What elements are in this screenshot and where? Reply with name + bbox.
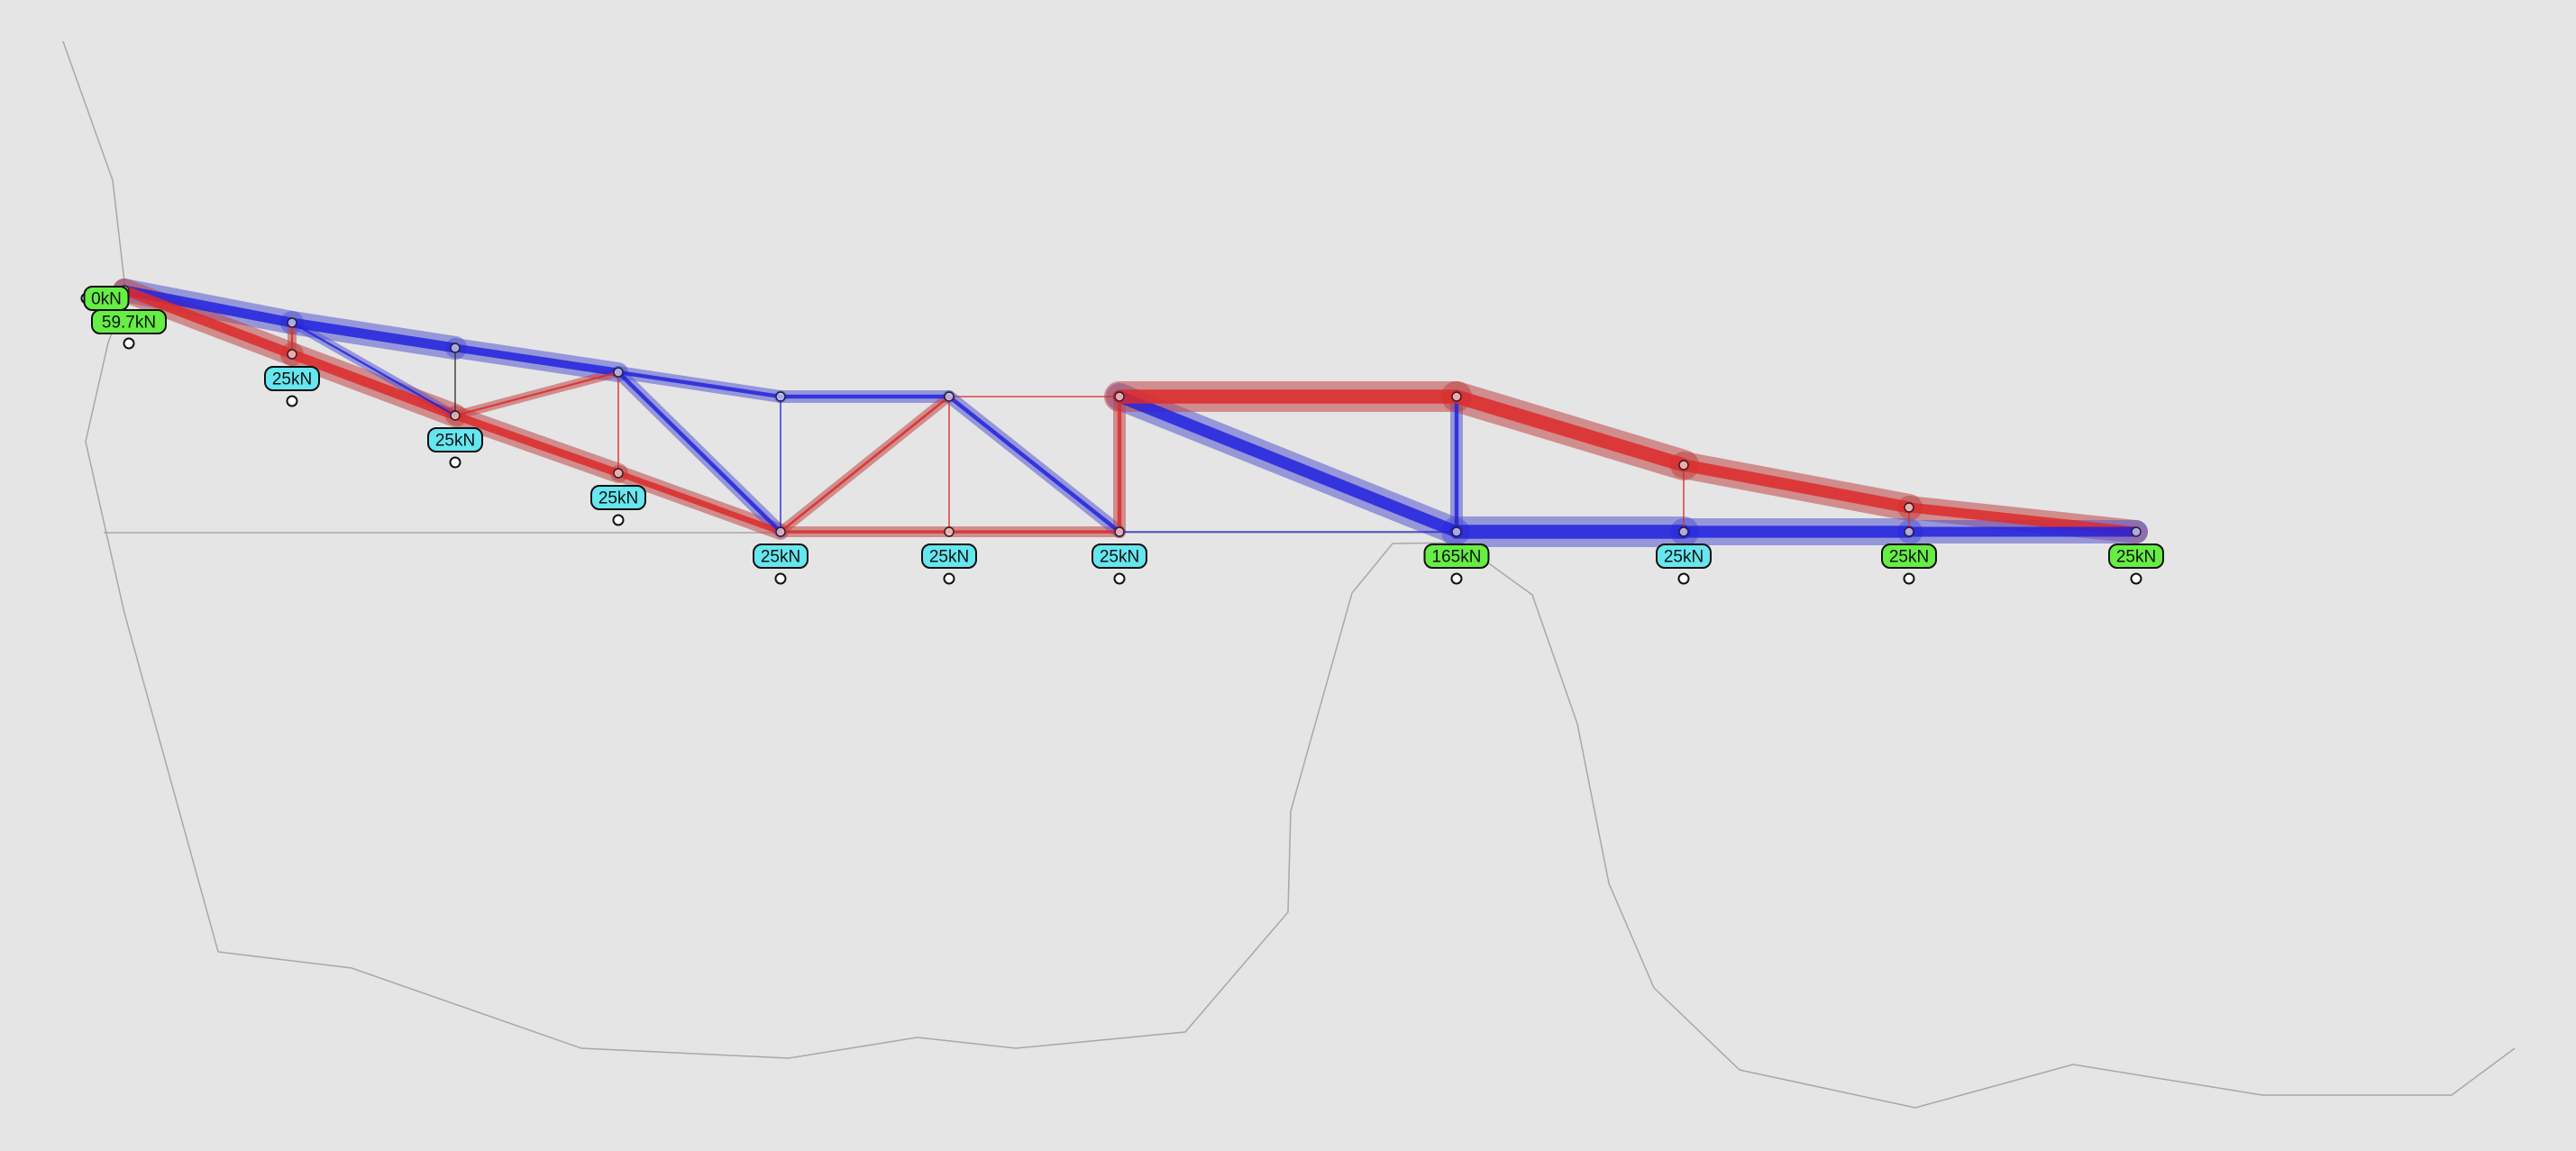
load-anchor-B6[interactable] [1113, 572, 1126, 585]
load-badge-B6-text: 25kN [1100, 548, 1139, 567]
joint-T4[interactable] [775, 391, 786, 402]
joint-B6[interactable] [1114, 526, 1125, 537]
load-badge-B1-bg [264, 366, 320, 391]
load-badge-B4-bg [753, 544, 808, 569]
load-anchor-B8[interactable] [1677, 572, 1690, 585]
support-badge-B9-text: 25kN [1889, 548, 1929, 567]
support-badge-B9[interactable]: 25kN [1881, 544, 1937, 569]
joint-B4[interactable] [775, 526, 786, 537]
member-B3-B4[interactable] [615, 470, 784, 535]
load-badge-B1[interactable]: 25kN [264, 366, 320, 391]
member-B2-T3[interactable] [453, 370, 620, 417]
joint-T8[interactable] [1678, 460, 1689, 470]
labels-layer: 0kN 59.7kN 25kN 25kN 25kN 25kN 25kN 25kN 165kN 25… [80, 286, 2164, 585]
load-badge-B4[interactable]: 25kN [753, 544, 808, 569]
reaction-badge-vertical-bg [91, 309, 167, 334]
member-T8-T9[interactable] [1677, 459, 1915, 514]
joint-B2[interactable] [450, 410, 461, 421]
support-badge-B10[interactable]: 25kN [2108, 544, 2164, 569]
joint-B10[interactable] [2131, 526, 2142, 537]
joint-T3[interactable] [613, 367, 624, 378]
member-T3-B4[interactable] [616, 370, 783, 534]
joint-T2[interactable] [450, 343, 461, 353]
member-T5-B6[interactable] [946, 394, 1122, 534]
load-badge-B2[interactable]: 25kN [427, 427, 483, 452]
load-badge-B3[interactable]: 25kN [590, 485, 646, 510]
support-badge-B10-bg [2108, 544, 2164, 569]
joint-B9[interactable] [1904, 526, 1914, 537]
support-badge-B10-text: 25kN [2116, 548, 2156, 567]
joint-B5[interactable] [944, 526, 955, 537]
load-badge-B6[interactable]: 25kN [1092, 544, 1147, 569]
load-anchor-B7[interactable] [1450, 572, 1463, 585]
joint-T6[interactable] [1114, 391, 1125, 402]
joint-T7[interactable] [1451, 391, 1462, 402]
support-badge-B7[interactable]: 165kN [1423, 544, 1490, 569]
load-anchor-B5[interactable] [943, 572, 955, 585]
load-anchor-B9[interactable] [1903, 572, 1915, 585]
joint-B7[interactable] [1451, 526, 1462, 537]
load-anchor-B3[interactable] [612, 514, 625, 526]
terrain-left-cliff [62, 41, 2516, 1109]
load-badge-B3-text: 25kN [598, 489, 638, 508]
joint-T5[interactable] [944, 391, 955, 402]
load-badge-B5[interactable]: 25kN [921, 544, 977, 569]
load-anchor-B1[interactable] [286, 395, 298, 407]
load-badge-B8[interactable]: 25kN [1656, 544, 1712, 569]
load-badge-B8-bg [1656, 544, 1712, 569]
member-T3-T4[interactable] [616, 370, 783, 399]
member-T6-B7[interactable] [1113, 390, 1463, 538]
load-badge-B5-bg [921, 544, 977, 569]
load-badge-B6-bg [1092, 544, 1147, 569]
member-B1-B2[interactable] [287, 349, 461, 421]
member-N0-B1[interactable] [119, 285, 297, 360]
joint-T9[interactable] [1904, 502, 1914, 513]
joint-B3[interactable] [613, 468, 624, 479]
load-badge-B2-text: 25kN [435, 432, 475, 451]
support-badge-B9-bg [1881, 544, 1937, 569]
load-anchor-B10[interactable] [2130, 572, 2142, 585]
load-badge-B8-text: 25kN [1664, 548, 1704, 567]
member-B4-T5[interactable] [779, 395, 951, 534]
terrain-layer [62, 41, 2516, 1109]
support-badge-B7-text: 165kN [1432, 548, 1482, 567]
load-anchor-B2[interactable] [449, 456, 461, 469]
member-T1-B2[interactable] [290, 321, 457, 417]
load-anchor-B4[interactable] [774, 572, 787, 585]
member-B2-B3[interactable] [451, 411, 623, 478]
members-core-layer [119, 285, 2142, 539]
reaction-badge-horizontal-text: 0kN [91, 290, 122, 309]
support-badge-B7-bg [1423, 544, 1490, 569]
nodes-layer [119, 285, 2142, 537]
reaction-badge-vertical-text: 59.7kN [102, 314, 156, 333]
member-T7-T8[interactable] [1449, 389, 1691, 472]
reaction-badge-vertical[interactable]: 59.7kN [91, 309, 167, 334]
member-T1-T2[interactable] [287, 317, 461, 353]
joint-B1[interactable] [287, 349, 297, 360]
joint-B8[interactable] [1678, 526, 1689, 537]
joint-T1[interactable] [287, 317, 297, 328]
load-badge-B3-bg [590, 485, 646, 510]
reaction-badge-horizontal[interactable]: 0kN [83, 286, 130, 311]
member-T2-T3[interactable] [451, 343, 623, 377]
load-badge-B1-text: 25kN [272, 370, 312, 389]
load-badge-B5-text: 25kN [929, 548, 969, 567]
load-anchor-N0[interactable] [123, 337, 135, 350]
load-badge-B4-text: 25kN [761, 548, 800, 567]
load-badge-B2-bg [427, 427, 483, 452]
